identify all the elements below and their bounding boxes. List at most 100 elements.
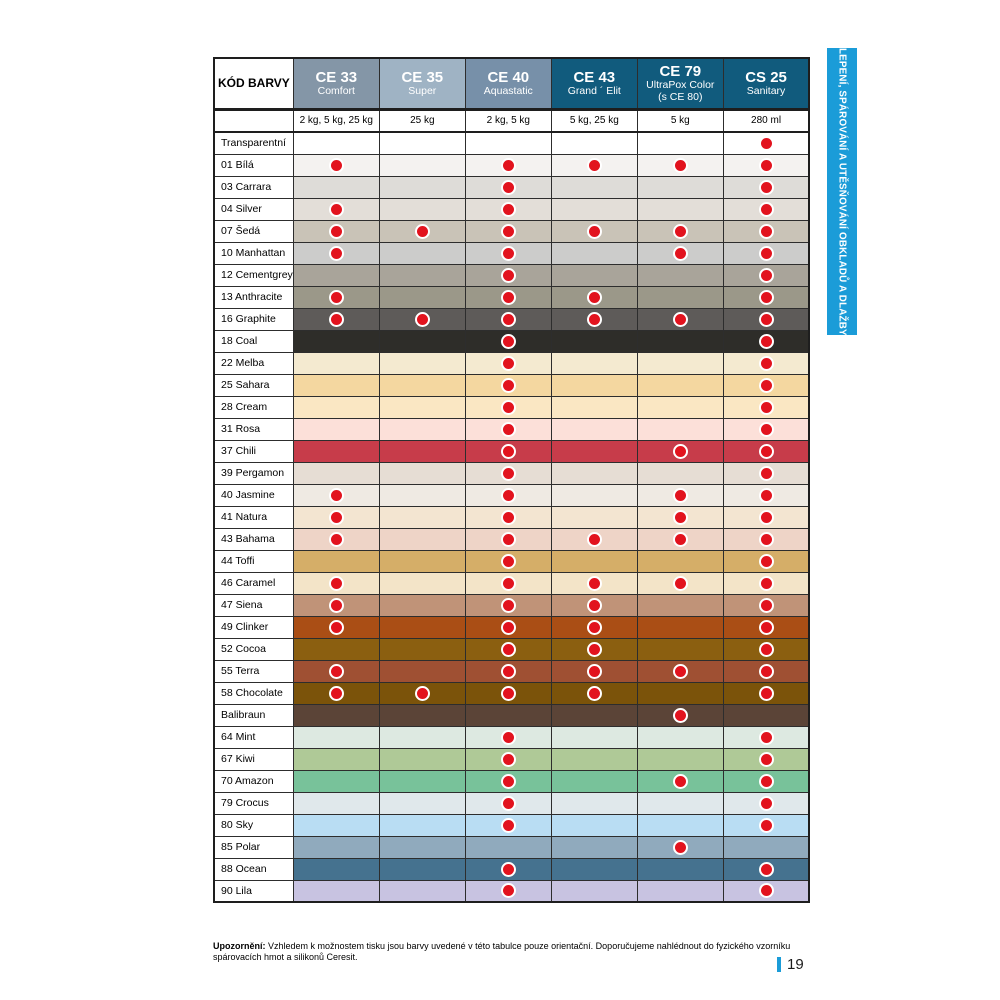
availability-cell [722, 461, 810, 485]
availability-cell [722, 857, 810, 881]
availability-cell [292, 329, 380, 353]
color-row-label: 80 Sky [213, 813, 294, 837]
availability-cell [378, 461, 466, 485]
availability-cell [464, 681, 552, 705]
availability-dot [500, 619, 516, 635]
color-row-label: 46 Caramel [213, 571, 294, 595]
availability-dot [758, 817, 774, 833]
availability-cell [378, 307, 466, 331]
availability-dot [500, 531, 516, 547]
availability-cell [464, 769, 552, 793]
availability-cell [722, 285, 810, 309]
availability-dot [758, 201, 774, 217]
availability-cell [636, 725, 724, 749]
availability-dot [758, 135, 774, 151]
availability-cell [722, 747, 810, 771]
availability-cell [292, 175, 380, 199]
availability-dot [328, 487, 344, 503]
availability-cell [378, 857, 466, 881]
table-row: 41 Natura [213, 505, 810, 529]
availability-cell [550, 857, 638, 881]
availability-cell [550, 769, 638, 793]
package-size-cell: 2 kg, 5 kg [464, 108, 552, 133]
availability-dot [500, 487, 516, 503]
table-row: 39 Pergamon [213, 461, 810, 485]
availability-dot [758, 179, 774, 195]
availability-dot [586, 663, 602, 679]
availability-cell [378, 505, 466, 529]
availability-cell [722, 549, 810, 573]
availability-cell [292, 769, 380, 793]
availability-cell [292, 461, 380, 485]
availability-dot [328, 201, 344, 217]
availability-cell [292, 571, 380, 595]
availability-cell [378, 483, 466, 507]
column-header-ce79: CE 79 UltraPox Color (s CE 80) [636, 57, 724, 111]
availability-cell [550, 659, 638, 683]
availability-dot [758, 267, 774, 283]
product-code: CS 25 [745, 68, 787, 86]
availability-cell [722, 505, 810, 529]
color-row-label: 22 Melba [213, 351, 294, 375]
availability-cell [292, 549, 380, 573]
availability-cell [464, 197, 552, 221]
availability-cell [636, 131, 724, 155]
availability-dot [672, 311, 688, 327]
availability-cell [292, 483, 380, 507]
product-name: Grand ´ Elit [567, 85, 621, 98]
availability-cell [550, 307, 638, 331]
availability-dot [672, 773, 688, 789]
availability-cell [550, 879, 638, 903]
availability-dot [328, 223, 344, 239]
availability-cell [550, 483, 638, 507]
availability-cell [378, 395, 466, 419]
table-row: 37 Chili [213, 439, 810, 463]
availability-cell [636, 813, 724, 837]
availability-cell [292, 219, 380, 243]
availability-dot [758, 531, 774, 547]
availability-cell [636, 197, 724, 221]
availability-cell [378, 527, 466, 551]
table-row: 04 Silver [213, 197, 810, 221]
color-row-label: 28 Cream [213, 395, 294, 419]
table-row: 18 Coal [213, 329, 810, 353]
availability-cell [550, 241, 638, 265]
availability-cell [378, 769, 466, 793]
availability-dot [500, 575, 516, 591]
color-row-label: 52 Cocoa [213, 637, 294, 661]
availability-cell [722, 329, 810, 353]
availability-cell [550, 329, 638, 353]
table-row: 07 Šedá [213, 219, 810, 243]
availability-dot [586, 597, 602, 613]
color-row-label: 25 Sahara [213, 373, 294, 397]
availability-dot [328, 289, 344, 305]
availability-cell [378, 153, 466, 177]
availability-cell [550, 285, 638, 309]
availability-dot [758, 289, 774, 305]
availability-dot [500, 663, 516, 679]
availability-cell [636, 285, 724, 309]
availability-cell [292, 659, 380, 683]
color-row-label: 90 Lila [213, 879, 294, 903]
availability-dot [672, 663, 688, 679]
availability-cell [292, 131, 380, 155]
package-sizes-row: 2 kg, 5 kg, 25 kg 25 kg 2 kg, 5 kg 5 kg, 25… [213, 108, 810, 133]
availability-dot [758, 443, 774, 459]
availability-cell [722, 197, 810, 221]
availability-cell [292, 747, 380, 771]
product-code: CE 79 [659, 63, 702, 81]
table-row: 25 Sahara [213, 373, 810, 397]
availability-cell [722, 659, 810, 683]
availability-dot [758, 773, 774, 789]
availability-cell [292, 417, 380, 441]
availability-cell [464, 637, 552, 661]
availability-cell [464, 879, 552, 903]
availability-cell [378, 439, 466, 463]
availability-cell [550, 703, 638, 727]
availability-dot [586, 531, 602, 547]
availability-cell [464, 263, 552, 287]
availability-cell [464, 461, 552, 485]
table-row: 79 Crocus [213, 791, 810, 815]
column-header-cs25: CS 25 Sanitary [722, 57, 810, 111]
availability-dot [758, 553, 774, 569]
